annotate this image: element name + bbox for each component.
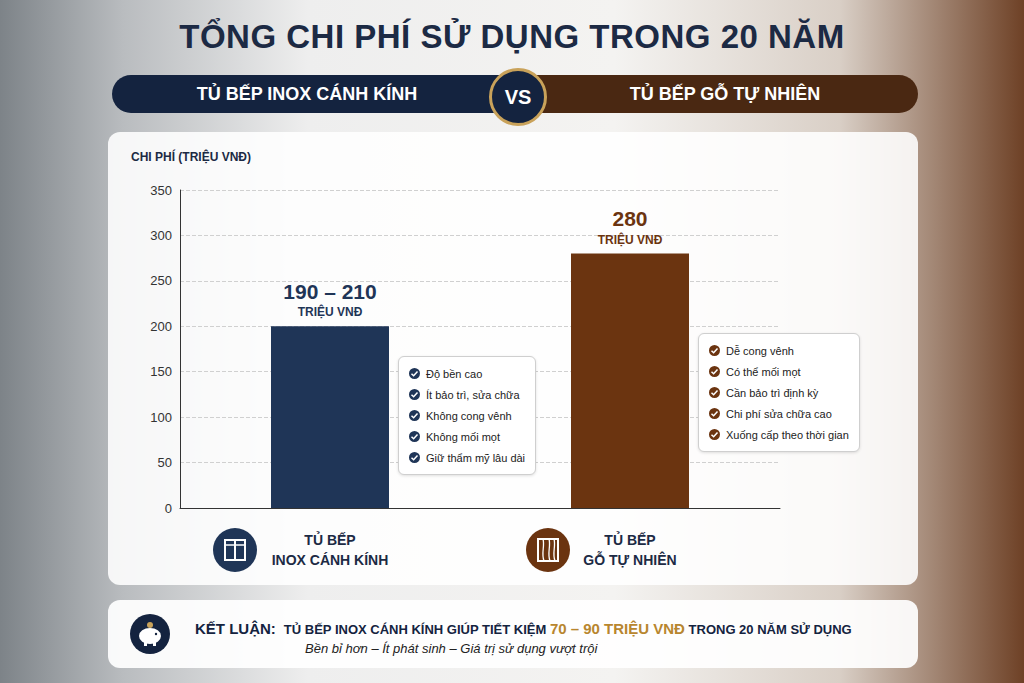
html-text:Không mối mọt: Không mối mọt bbox=[426, 430, 500, 443]
svg-text:50: 50 bbox=[158, 455, 172, 470]
svg-text:350: 350 bbox=[150, 183, 172, 198]
html-text:TỦ BẾP INOX CÁNH KÍNH GIÚP TIẾ: TỦ BẾP INOX CÁNH KÍNH GIÚP TIẾT KIỆM 70 … bbox=[283, 620, 852, 637]
html-text:Chi phí sửa chữa cao: Chi phí sửa chữa cao bbox=[726, 407, 832, 420]
svg-text:INOX CÁNH KÍNH: INOX CÁNH KÍNH bbox=[272, 552, 389, 568]
svg-text:TRIỆU VNĐ: TRIỆU VNĐ bbox=[298, 304, 363, 319]
svg-text:TRIỆU VNĐ: TRIỆU VNĐ bbox=[598, 232, 663, 247]
html-text:Không cong vênh: Không cong vênh bbox=[426, 409, 512, 422]
svg-text:TỦ BẾP: TỦ BẾP bbox=[604, 531, 655, 548]
svg-text:300: 300 bbox=[150, 228, 172, 243]
html-text:KẾT LUẬN:: KẾT LUẬN: bbox=[195, 620, 276, 637]
html-text:Ít bảo trì, sửa chữa: Ít bảo trì, sửa chữa bbox=[426, 388, 520, 401]
svg-text:190 – 210: 190 – 210 bbox=[283, 280, 376, 303]
html-text:Bền bỉ hơn – Ít phát sinh – Gi: Bền bỉ hơn – Ít phát sinh – Giá trị sử d… bbox=[305, 641, 598, 656]
html-text:VS: VS bbox=[504, 86, 532, 108]
svg-text:150: 150 bbox=[150, 364, 172, 379]
html-text:TỦ BẾP GỖ TỰ NHIÊN: TỦ BẾP GỖ TỰ NHIÊN bbox=[629, 84, 821, 104]
svg-text:100: 100 bbox=[150, 410, 172, 425]
html-text:TỔNG CHI PHÍ SỬ DỤNG TRONG 20: TỔNG CHI PHÍ SỬ DỤNG TRONG 20 NĂM bbox=[179, 18, 845, 55]
html-text:TỦ BẾP INOX CÁNH KÍNH: TỦ BẾP INOX CÁNH KÍNH bbox=[196, 84, 418, 104]
svg-text:GỖ TỰ NHIÊN: GỖ TỰ NHIÊN bbox=[583, 551, 676, 568]
svg-text:0: 0 bbox=[165, 501, 172, 516]
svg-text:250: 250 bbox=[150, 273, 172, 288]
svg-text:280: 280 bbox=[612, 207, 647, 230]
html-text:Dễ cong vênh: Dễ cong vênh bbox=[726, 344, 794, 357]
html-text:CHI PHÍ (TRIỆU VNĐ): CHI PHÍ (TRIỆU VNĐ) bbox=[131, 150, 251, 164]
svg-text:TỦ BẾP: TỦ BẾP bbox=[304, 531, 355, 548]
html-text:Có thể mối mọt: Có thể mối mọt bbox=[726, 365, 801, 378]
html-text:Cần bảo trì định kỳ: Cần bảo trì định kỳ bbox=[726, 386, 819, 399]
svg-text:200: 200 bbox=[150, 319, 172, 334]
html-text:Độ bền cao: Độ bền cao bbox=[426, 367, 483, 380]
html-text:Xuống cấp theo thời gian: Xuống cấp theo thời gian bbox=[726, 428, 849, 441]
html-text:Giữ thẩm mỹ lâu dài: Giữ thẩm mỹ lâu dài bbox=[426, 451, 526, 464]
